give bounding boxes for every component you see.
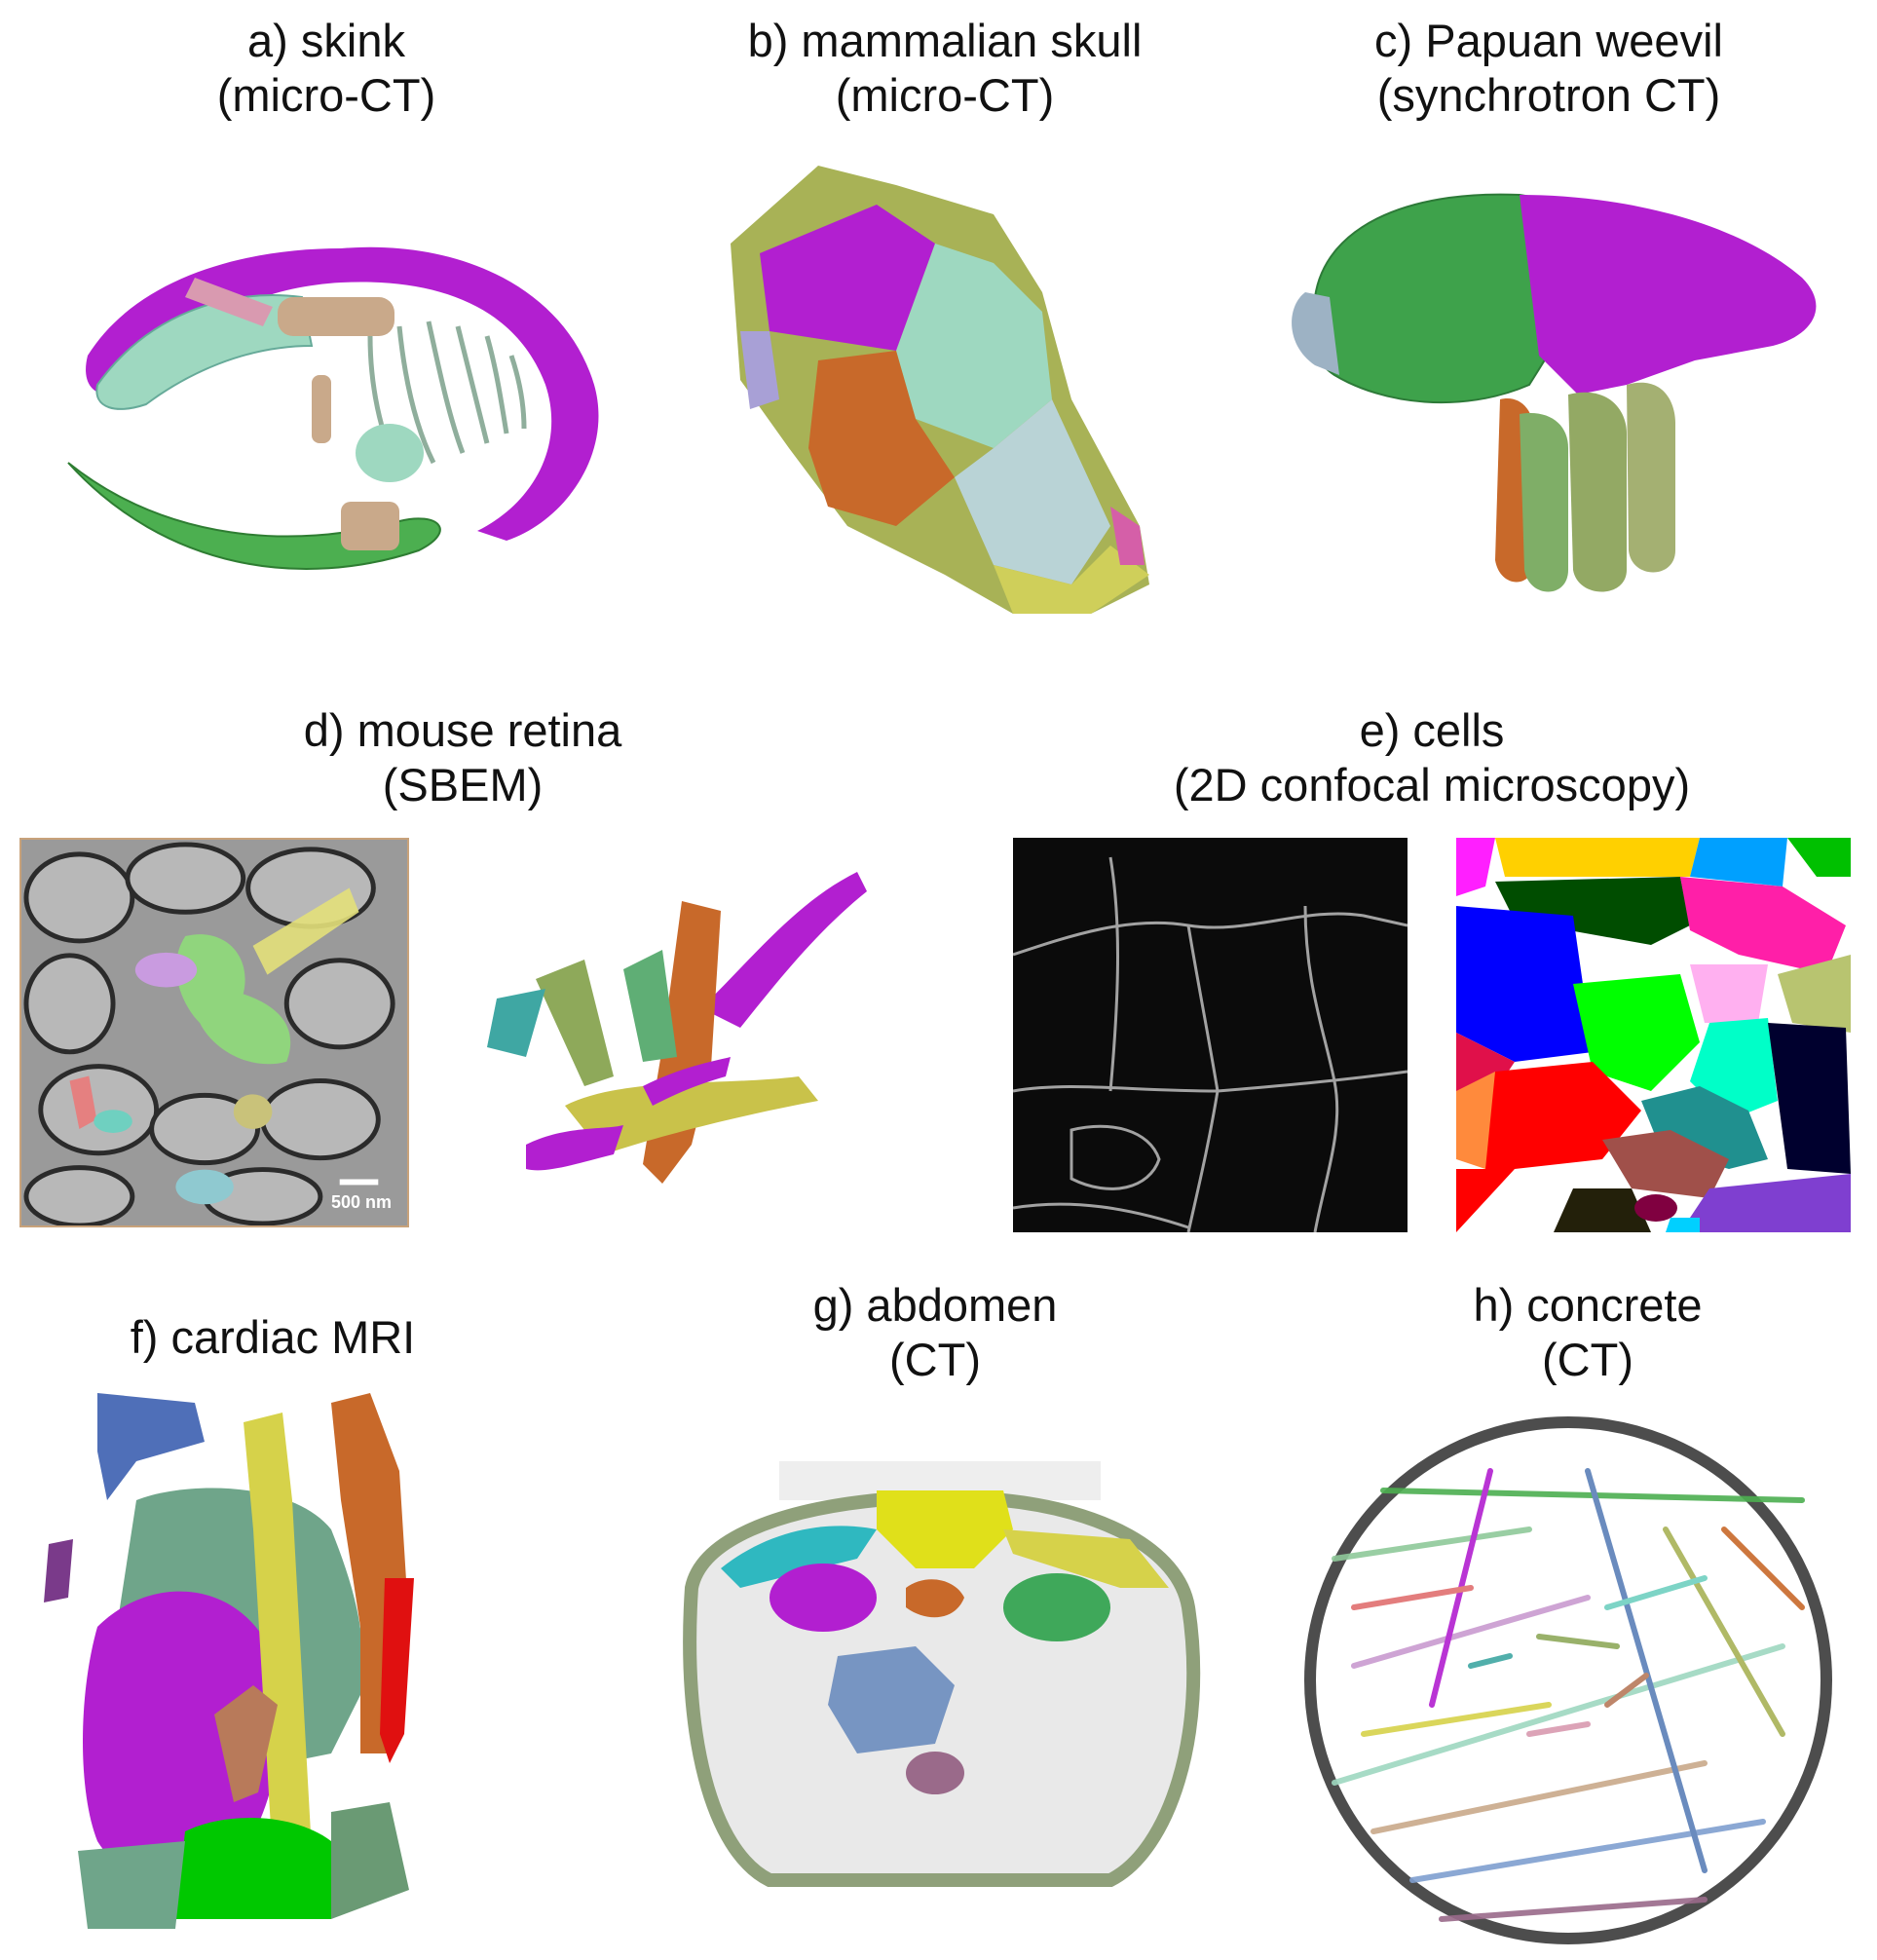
panel-e-title: e) cells (2D confocal microscopy) (1130, 703, 1734, 812)
panel-d-subheading: (SBEM) (382, 759, 544, 810)
panel-h-title: h) concrete (CT) (1393, 1278, 1783, 1387)
panel-g-title: g) abdomen (CT) (740, 1278, 1130, 1387)
scale-bar-label: 500 nm (331, 1192, 393, 1212)
panel-b-subheading: (micro-CT) (835, 69, 1055, 121)
retina-em-slice: 500 nm (19, 838, 409, 1227)
cells-confocal-image (1013, 838, 1408, 1232)
panel-d-heading: d) mouse retina (303, 704, 622, 756)
panel-c-subheading: (synchrotron CT) (1376, 69, 1721, 121)
panel-a-title: a) skink (micro-CT) (131, 14, 521, 123)
panel-b-title: b) mammalian skull (micro-CT) (701, 14, 1188, 123)
panel-h-heading: h) concrete (1473, 1279, 1703, 1331)
panel-c-heading: c) Papuan weevil (1374, 15, 1723, 66)
cells-segmentation-image (1456, 838, 1851, 1232)
panel-e-subheading: (2D confocal microscopy) (1173, 759, 1691, 810)
panel-d-title: d) mouse retina (SBEM) (244, 703, 682, 812)
panel-b-heading: b) mammalian skull (747, 15, 1143, 66)
panel-e-heading: e) cells (1359, 704, 1505, 756)
concrete-ct-render (1295, 1413, 1841, 1948)
panel-g-subheading: (CT) (889, 1334, 981, 1385)
panel-f-title: f) cardiac MRI (97, 1310, 448, 1365)
panel-h-subheading: (CT) (1542, 1334, 1633, 1385)
panel-c-title: c) Papuan weevil (synchrotron CT) (1315, 14, 1783, 123)
weevil-render (1286, 190, 1831, 599)
panel-g-heading: g) abdomen (812, 1279, 1058, 1331)
skull-render (701, 156, 1159, 633)
panel-a-heading: a) skink (247, 15, 405, 66)
panel-f-heading: f) cardiac MRI (130, 1311, 416, 1363)
retina-3d-render (468, 852, 906, 1242)
abdomen-ct-render (662, 1461, 1218, 1900)
cardiac-mri-render (39, 1383, 487, 1939)
panel-a-subheading: (micro-CT) (216, 69, 436, 121)
skink-render (49, 161, 614, 619)
